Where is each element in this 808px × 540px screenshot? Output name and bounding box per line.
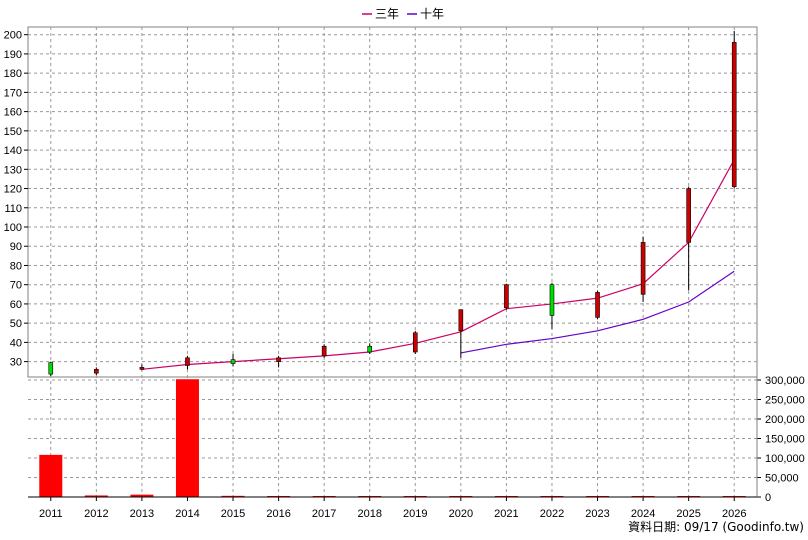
volume-bar	[175, 379, 199, 497]
x-tick-label: 2026	[722, 508, 746, 520]
candle-body	[367, 345, 373, 353]
candle-body	[458, 309, 464, 332]
volume-grid	[28, 379, 757, 498]
candle-body	[412, 332, 418, 353]
candlesticks	[48, 30, 737, 377]
price-tick-label: 60	[10, 299, 22, 311]
price-tick-label: 80	[10, 260, 22, 272]
price-tick-label: 30	[10, 357, 22, 369]
x-tick-label: 2014	[175, 508, 199, 520]
volume-bar	[130, 494, 154, 497]
volume-bar	[84, 495, 108, 497]
x-tick-label: 2024	[631, 508, 655, 520]
price-tick-label: 50	[10, 318, 22, 330]
source-label: 資料日期: 09/17 (Goodinfo.tw)	[628, 520, 804, 534]
series-line-three-year	[141, 159, 735, 370]
price-tick-label: 160	[4, 107, 22, 119]
price-tick-label: 190	[4, 49, 22, 61]
volume-tick-label: 150,000	[765, 434, 805, 446]
price-grid	[28, 27, 757, 497]
volume-tick-label: 200,000	[765, 414, 805, 426]
x-tick-label: 2018	[357, 508, 381, 520]
candle-body	[549, 284, 555, 316]
volume-tick-label: 250,000	[765, 395, 805, 407]
x-tick-label: 2016	[266, 508, 290, 520]
candle-body	[230, 359, 236, 364]
price-tick-label: 140	[4, 145, 22, 157]
volume-axis-ticks: 0 50,000 100,000 150,000 200,000 250,000 300,0…	[757, 375, 805, 504]
x-axis-ticks: 2011 2012 2013 2014 2015 2016 2017 2018 2019 2020…	[39, 497, 746, 520]
volume-tick-label: 100,000	[765, 453, 805, 465]
volume-tick-label: 300,000	[765, 375, 805, 387]
volume-tick-label: 50,000	[765, 473, 799, 485]
x-tick-label: 2022	[540, 508, 564, 520]
x-tick-label: 2025	[676, 508, 700, 520]
candle-body	[321, 345, 327, 357]
price-tick-label: 100	[4, 222, 22, 234]
candle-body	[731, 42, 737, 187]
volume-tick-label: 0	[765, 492, 771, 504]
price-tick-label: 180	[4, 68, 22, 80]
x-tick-label: 2023	[585, 508, 609, 520]
candle-body	[48, 362, 54, 375]
x-tick-label: 2021	[494, 508, 518, 520]
price-tick-label: 40	[10, 337, 22, 349]
candle-body	[94, 369, 99, 374]
price-tick-label: 120	[4, 184, 22, 196]
x-tick-label: 2017	[312, 508, 336, 520]
price-axis-ticks: 30 40 50 60 70 80 90 100 110 120 130 140 150 160 170 18…	[4, 30, 28, 369]
x-tick-label: 2011	[39, 508, 63, 520]
price-tick-label: 90	[10, 241, 22, 253]
moving-average-lines	[141, 159, 735, 370]
candle-body	[276, 357, 281, 362]
price-tick-label: 130	[4, 164, 22, 176]
x-tick-label: 2020	[449, 508, 473, 520]
candle-body	[686, 188, 691, 243]
price-tick-label: 200	[4, 30, 22, 42]
x-tick-label: 2012	[84, 508, 108, 520]
x-tick-label: 2015	[221, 508, 245, 520]
candle-body	[139, 367, 145, 370]
legend-label: 十年	[420, 7, 444, 21]
candle-body	[640, 242, 646, 295]
candle-body	[595, 292, 600, 318]
volume-bars	[39, 379, 746, 497]
x-tick-label: 2019	[403, 508, 427, 520]
legend-label: 三年	[375, 7, 399, 21]
price-tick-label: 170	[4, 87, 22, 99]
chart-legend: 三年 十年	[362, 7, 444, 21]
candle-body	[185, 357, 190, 366]
price-tick-label: 150	[4, 126, 22, 138]
price-plot-frame	[27, 26, 758, 378]
series-line-ten-year	[460, 270, 735, 354]
x-tick-label: 2013	[130, 508, 154, 520]
volume-bar	[221, 495, 245, 497]
volume-bar	[39, 454, 63, 497]
price-tick-label: 70	[10, 280, 22, 292]
price-tick-label: 110	[4, 203, 22, 215]
candle-body	[504, 284, 509, 309]
